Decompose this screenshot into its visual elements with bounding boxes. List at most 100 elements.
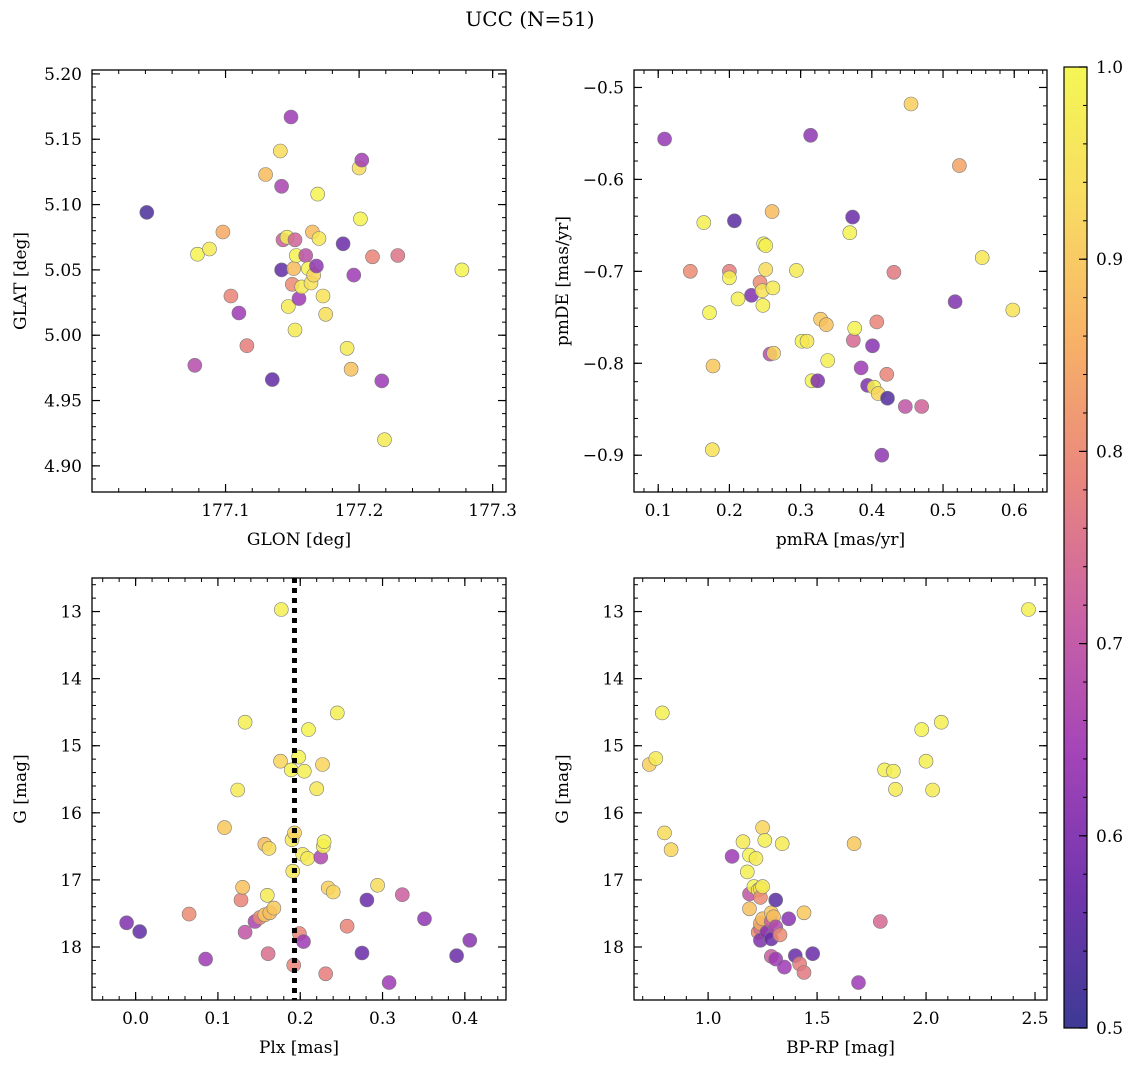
- scatter-point: [755, 298, 771, 313]
- x-tick-label: 0.3: [369, 1009, 396, 1029]
- scatter-point: [235, 879, 250, 895]
- x-tick-label: 0.1: [204, 1009, 231, 1029]
- scatter-point: [272, 143, 288, 159]
- scatter-point: [842, 225, 858, 240]
- axes-frame: [633, 577, 1048, 1001]
- colorbar-tick-label: 0.8: [1096, 442, 1123, 462]
- scatter-point: [914, 722, 930, 737]
- scatter-point: [264, 372, 280, 387]
- scatter-point: [261, 841, 277, 856]
- y-tick-label: 15: [602, 737, 624, 757]
- scatter-point: [287, 322, 303, 338]
- scatter-point: [202, 241, 217, 257]
- scatter-point: [266, 900, 282, 916]
- scatter-point: [139, 205, 155, 220]
- y-tick-label: 15: [60, 737, 82, 757]
- x-tick-label: 0.2: [287, 1009, 314, 1029]
- scatter-point: [287, 232, 303, 248]
- scatter-point: [727, 213, 742, 229]
- axes-frame: [91, 577, 507, 1001]
- x-tick-label: 0.5: [930, 501, 957, 521]
- scatter-point: [704, 442, 720, 458]
- scatter-point: [359, 892, 375, 908]
- x-tick-label: 0.4: [858, 501, 885, 521]
- scatter-point: [454, 262, 470, 278]
- scatter-point: [880, 390, 895, 406]
- scatter-point: [370, 877, 385, 893]
- scatter-point: [805, 946, 821, 962]
- scatter-point: [739, 864, 755, 880]
- scatter-point: [237, 714, 253, 730]
- x-tick-label: 0.2: [716, 501, 743, 521]
- scatter-point: [316, 834, 332, 850]
- y-tick-label: 16: [602, 804, 624, 824]
- colorbar-tick-label: 0.7: [1096, 635, 1123, 655]
- y-tick-label: −0.5: [583, 78, 624, 98]
- y-tick-label: 5.20: [44, 65, 82, 85]
- scatter-point: [181, 906, 197, 922]
- x-axis-label: pmRA [mas/yr]: [776, 530, 905, 550]
- scatter-point: [781, 911, 797, 927]
- y-tick-label: 16: [60, 804, 82, 824]
- scatter-point: [758, 262, 774, 277]
- scatter-point: [239, 338, 255, 354]
- scatter-point: [301, 722, 316, 737]
- scatter-point: [914, 399, 930, 414]
- scatter-point: [365, 249, 380, 265]
- scatter-point: [354, 945, 370, 961]
- scatter-point: [280, 299, 296, 314]
- x-axis-label: Plx [mas]: [259, 1038, 339, 1058]
- x-tick-label: 1.0: [695, 1009, 722, 1029]
- y-tick-label: 4.95: [44, 392, 82, 412]
- colorbar: 0.5 0.6 0.7 0.8 0.9 1.0: [1063, 58, 1123, 1039]
- x-axis-label: BP-RP [mag]: [786, 1038, 895, 1058]
- scatter-point: [846, 836, 862, 852]
- scatter-point: [925, 782, 940, 798]
- scatter-point: [374, 373, 390, 389]
- scatter-point: [1021, 602, 1036, 617]
- scatter-point: [886, 763, 901, 779]
- scatter-point: [654, 705, 670, 721]
- scatter-point: [657, 825, 672, 841]
- scatter-point: [449, 948, 464, 964]
- scatter-point: [300, 851, 315, 866]
- scatter-point: [851, 975, 866, 990]
- scatter-point: [223, 288, 239, 304]
- x-tick-label: 0.1: [645, 501, 672, 521]
- scatter-point: [315, 757, 330, 772]
- scatter-point: [865, 338, 880, 354]
- scatter-point: [853, 360, 869, 376]
- scatter-point: [888, 781, 903, 797]
- scatter-point: [803, 128, 818, 143]
- scatter-point: [903, 96, 919, 112]
- scatter-point: [462, 932, 478, 948]
- scatter-point: [796, 905, 812, 921]
- x-tick-label: 0.6: [1001, 501, 1028, 521]
- figure-title: UCC (N=51): [465, 7, 594, 31]
- scatter-point: [309, 258, 324, 274]
- scatter-point: [774, 836, 790, 852]
- y-tick-label: 17: [602, 871, 624, 891]
- scatter-point: [311, 231, 327, 246]
- scatter-point: [273, 602, 289, 617]
- x-tick-label: 177.2: [335, 501, 384, 521]
- scatter-point: [777, 959, 792, 975]
- panel-plx-g: 0.0 0.1 0.2 0.3 0.4 13 14 15 16 17 18 Plx [mas] G [m…: [11, 577, 507, 1058]
- scatter-point: [310, 186, 326, 202]
- scatter-point: [663, 842, 679, 858]
- y-tick-label: 5.10: [44, 196, 82, 216]
- scatter-point: [339, 340, 355, 356]
- scatter-point: [748, 851, 764, 866]
- scatter-point: [394, 887, 410, 903]
- y-tick-label: 13: [602, 603, 624, 623]
- scatter-point: [657, 131, 672, 147]
- x-axis-label: GLON [deg]: [247, 530, 351, 550]
- y-tick-label: 5.15: [44, 130, 82, 150]
- y-tick-label: 13: [60, 603, 82, 623]
- x-tick-label: 0.0: [122, 1009, 149, 1029]
- scatter-point: [818, 317, 834, 333]
- axes-frame: [91, 69, 507, 493]
- scatter-point: [845, 209, 860, 225]
- scatter-point: [874, 447, 890, 463]
- scatter-point: [696, 215, 712, 230]
